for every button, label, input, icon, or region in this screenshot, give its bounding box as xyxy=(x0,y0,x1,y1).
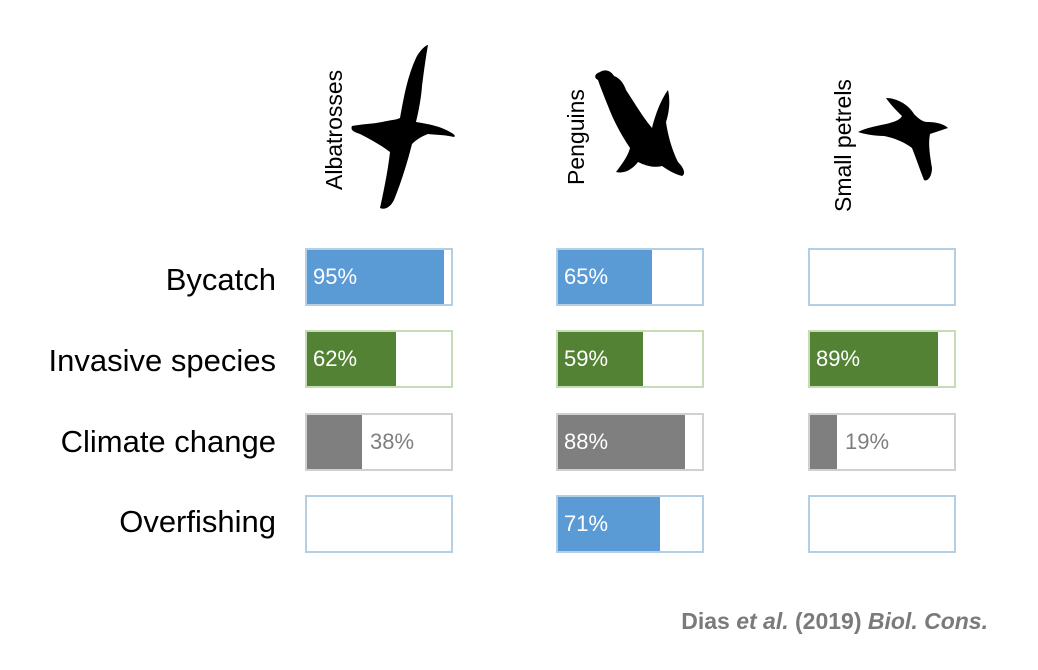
bar-label-invasive-species-penguins: 59% xyxy=(564,346,609,371)
bar-cell-invasive-species-penguins: 59% xyxy=(556,330,704,388)
bar-cell-overfishing-small-petrels xyxy=(808,495,956,553)
bar-cell-climate-change-small-petrels: 19% xyxy=(808,413,956,471)
bar-cell-bycatch-albatrosses: 95% xyxy=(305,248,453,306)
bar-cell-overfishing-albatrosses xyxy=(305,495,453,553)
source-year: (2019) xyxy=(795,608,862,634)
bar-label-climate-change-albatrosses: 38% xyxy=(370,429,415,454)
row-label-invasive-species: Invasive species xyxy=(48,343,276,378)
bar-cell-climate-change-penguins: 88% xyxy=(556,413,704,471)
bar-label-climate-change-penguins: 88% xyxy=(564,429,609,454)
bar-label-overfishing-penguins: 71% xyxy=(564,511,609,536)
source-journal: Biol. Cons. xyxy=(867,608,988,634)
bar-label-bycatch-penguins: 65% xyxy=(564,264,609,289)
source-etal: et al. xyxy=(736,608,789,634)
penguin-silhouette-icon xyxy=(595,70,685,176)
source-citation: Dias et al. (2019) Biol. Cons. xyxy=(681,608,988,635)
bar-fill-overfishing-penguins xyxy=(558,497,660,551)
bar-fill-invasive-species-penguins xyxy=(558,332,643,386)
bar-fill-climate-change-penguins xyxy=(558,415,685,469)
bar-cell-bycatch-penguins: 65% xyxy=(556,248,704,306)
bar-label-invasive-species-albatrosses: 62% xyxy=(313,346,358,371)
petrel-silhouette-icon xyxy=(858,98,948,181)
albatross-silhouette-icon xyxy=(351,45,455,209)
bar-fill-bycatch-albatrosses xyxy=(307,250,444,304)
bar-cell-overfishing-penguins: 71% xyxy=(556,495,704,553)
row-label-climate-change: Climate change xyxy=(60,424,276,459)
source-author: Dias xyxy=(681,608,730,634)
bar-fill-bycatch-penguins xyxy=(558,250,652,304)
bar-label-bycatch-albatrosses: 95% xyxy=(313,264,358,289)
bar-cell-invasive-species-albatrosses: 62% xyxy=(305,330,453,388)
bar-fill-invasive-species-albatrosses xyxy=(307,332,396,386)
bar-cell-climate-change-albatrosses: 38% xyxy=(305,413,453,471)
bar-cell-invasive-species-small-petrels: 89% xyxy=(808,330,956,388)
bar-fill-climate-change-albatrosses xyxy=(307,415,362,469)
bar-label-climate-change-small-petrels: 19% xyxy=(845,429,890,454)
bar-label-invasive-species-small-petrels: 89% xyxy=(816,346,861,371)
column-label-albatrosses: Albatrosses xyxy=(321,69,347,190)
bar-cell-bycatch-small-petrels xyxy=(808,248,956,306)
row-label-bycatch: Bycatch xyxy=(165,262,276,297)
column-label-small-petrels: Small petrels xyxy=(830,79,856,212)
bar-fill-climate-change-small-petrels xyxy=(810,415,837,469)
bar-fill-invasive-species-small-petrels xyxy=(810,332,938,386)
row-label-overfishing: Overfishing xyxy=(119,504,276,539)
column-label-penguins: Penguins xyxy=(563,89,589,185)
